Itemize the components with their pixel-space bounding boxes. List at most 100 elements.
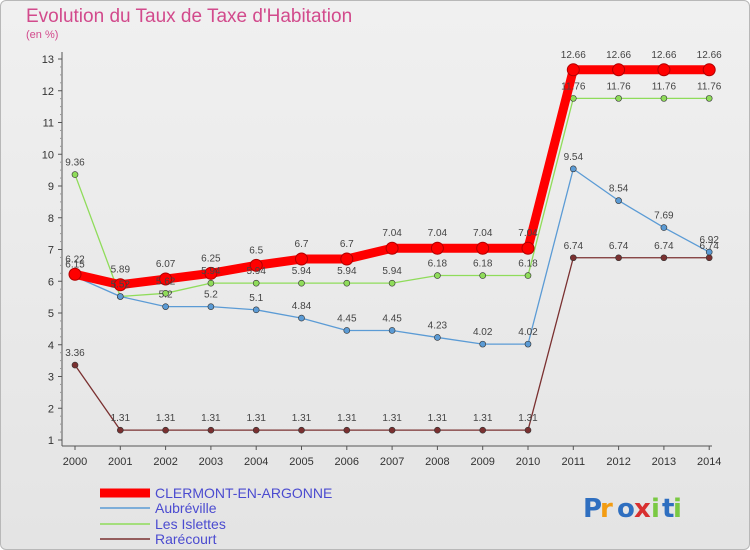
x-tick-label: 2014: [697, 456, 721, 468]
legend-label: Les Islettes: [155, 516, 226, 532]
data-label: 5.94: [292, 266, 312, 277]
data-label: 1.31: [156, 413, 176, 424]
data-label: 6.07: [156, 259, 176, 270]
data-point: [660, 95, 668, 102]
data-label: 4.45: [382, 313, 402, 324]
legend-label: CLERMONT-EN-ARGONNE: [155, 485, 332, 501]
data-label: 9.54: [564, 152, 584, 163]
data-point: [524, 426, 532, 434]
data-point: [343, 327, 351, 334]
data-label: 5.94: [201, 266, 221, 277]
y-tick-label: 8: [48, 213, 54, 225]
data-label: 7.69: [654, 211, 674, 222]
data-label: 3.36: [65, 348, 85, 359]
data-label: 6.15: [65, 259, 85, 270]
y-tick-label: 1: [48, 435, 54, 447]
data-label: 12.66: [561, 50, 586, 61]
logo-letter: x: [634, 494, 651, 524]
logo-letter: r: [600, 494, 613, 524]
data-label: 12.66: [651, 50, 676, 61]
y-tick-label: 7: [48, 245, 54, 257]
x-tick-label: 2009: [470, 456, 494, 468]
data-point: [615, 95, 622, 102]
data-point: [343, 426, 351, 434]
data-point: [340, 252, 354, 266]
data-label: 6.18: [518, 259, 538, 270]
data-point: [207, 303, 215, 310]
data-point: [117, 426, 124, 434]
data-point: [476, 241, 490, 255]
data-label: 5.2: [204, 290, 218, 301]
logo-letter: i: [673, 494, 682, 524]
data-point: [249, 258, 263, 272]
x-tick-label: 2000: [63, 456, 87, 468]
data-label: 4.84: [292, 301, 312, 312]
data-label: 1.31: [111, 413, 131, 424]
data-point: [434, 426, 441, 434]
data-point: [657, 63, 671, 77]
data-point: [388, 327, 396, 334]
data-point: [566, 63, 580, 77]
data-point: [298, 279, 305, 287]
data-label: 11.76: [561, 81, 586, 92]
data-label: 11.76: [606, 81, 631, 92]
data-label: 1.31: [518, 413, 538, 424]
data-point: [113, 278, 127, 292]
data-point: [71, 361, 79, 369]
data-point: [705, 95, 713, 102]
data-point: [479, 340, 487, 348]
data-point: [612, 63, 626, 77]
data-point: [430, 241, 444, 255]
data-point: [705, 248, 713, 256]
y-tick-label: 4: [48, 340, 54, 352]
data-label: 1.31: [337, 413, 357, 424]
data-point: [159, 272, 173, 286]
legend-label: Aubréville: [155, 500, 217, 516]
data-label: 6.74: [609, 241, 629, 252]
y-tick-label: 5: [48, 308, 54, 320]
data-label: 5.94: [382, 266, 402, 277]
data-label: 6.74: [564, 241, 584, 252]
legend-label: Rarécourt: [155, 531, 217, 547]
data-label: 5.89: [111, 265, 131, 276]
data-label: 5.52: [111, 279, 131, 290]
data-label: 1.31: [201, 413, 221, 424]
data-point: [207, 426, 215, 434]
x-tick-label: 2003: [199, 456, 223, 468]
data-point: [71, 171, 79, 178]
y-tick-label: 9: [48, 181, 54, 193]
data-point: [702, 63, 716, 77]
data-point: [660, 224, 668, 231]
data-point: [252, 279, 260, 287]
data-label: 5.62: [156, 276, 176, 287]
data-point: [68, 267, 82, 281]
data-point: [524, 272, 532, 279]
data-point: [434, 272, 441, 279]
data-point: [298, 314, 305, 322]
data-point: [524, 340, 532, 348]
data-point: [388, 426, 396, 434]
data-point: [479, 426, 487, 434]
data-label: 4.02: [473, 327, 493, 338]
chart-title: Evolution du Taux de Taxe d'Habitation: [26, 6, 353, 27]
x-tick-label: 2001: [108, 456, 132, 468]
y-tick-label: 2: [48, 403, 54, 415]
data-label: 8.54: [609, 184, 629, 195]
data-label: 9.36: [65, 158, 85, 169]
data-label: 5.94: [246, 266, 266, 277]
data-point: [162, 426, 169, 434]
y-tick-label: 11: [43, 118, 54, 130]
data-label: 5.52: [111, 279, 131, 290]
y-tick-label: 10: [42, 149, 54, 161]
y-tick-label: 6: [48, 276, 54, 288]
data-label: 6.5: [249, 245, 263, 256]
data-label: 6.25: [201, 253, 221, 264]
data-label: 7.04: [428, 228, 448, 239]
data-point: [162, 290, 169, 297]
data-point: [117, 293, 124, 300]
data-point: [343, 279, 351, 287]
logo-letter: P: [583, 494, 602, 524]
x-tick-label: 2007: [380, 456, 404, 468]
